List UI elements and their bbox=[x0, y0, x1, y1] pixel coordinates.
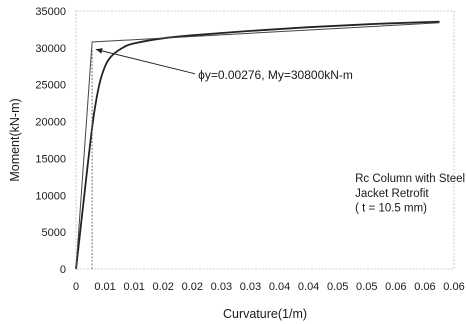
x-tick-label: 0.05 bbox=[356, 281, 377, 293]
y-tick-label: 25000 bbox=[35, 80, 66, 92]
x-tick-label: 0.02 bbox=[153, 281, 174, 293]
x-tick-label: 0 bbox=[73, 281, 79, 293]
annotation-arrow-line bbox=[95, 48, 196, 75]
y-axis-label: Moment(kN-m) bbox=[8, 98, 22, 181]
x-tick-label: 0.02 bbox=[182, 281, 203, 293]
annotations: ϕy=0.00276, My=30800kN-m Rc Column with S… bbox=[95, 48, 465, 215]
plot-frame bbox=[75, 10, 455, 270]
x-axis-ticks: 0 0.01 0.01 0.02 0.02 0.03 0.03 0.04 0.04 0.05 0.0… bbox=[73, 281, 465, 293]
annotation-arrowhead bbox=[95, 48, 103, 54]
y-tick-label: 5000 bbox=[42, 227, 66, 239]
note-text: ( t = 10.5 mm) bbox=[355, 203, 427, 215]
yield-annotation: ϕy=0.00276, My=30800kN-m bbox=[198, 68, 353, 82]
x-tick-label: 0.05 bbox=[327, 281, 348, 293]
note-text: Jacket Retrofit bbox=[355, 188, 429, 200]
y-tick-label: 15000 bbox=[35, 153, 66, 165]
y-tick-label: 20000 bbox=[35, 117, 66, 129]
x-tick-label: 0.06 bbox=[414, 281, 435, 293]
x-tick-label: 0.04 bbox=[298, 281, 319, 293]
y-tick-label: 0 bbox=[60, 264, 66, 276]
x-tick-label: 0.04 bbox=[269, 281, 290, 293]
x-tick-label: 0.01 bbox=[123, 281, 144, 293]
moment-curvature-curve bbox=[75, 20, 440, 270]
x-tick-label: 0.06 bbox=[443, 281, 464, 293]
x-tick-label: 0.01 bbox=[94, 281, 115, 293]
x-tick-label: 0.03 bbox=[211, 281, 232, 293]
bilinear-idealization-line bbox=[75, 22, 440, 270]
x-tick-label: 0.03 bbox=[240, 281, 261, 293]
y-tick-label: 30000 bbox=[35, 43, 66, 55]
x-tick-label: 0.06 bbox=[385, 281, 406, 293]
x-axis-label: Curvature(1/m) bbox=[223, 307, 307, 321]
y-tick-label: 10000 bbox=[35, 190, 66, 202]
y-tick-label: 35000 bbox=[35, 6, 66, 18]
y-axis-ticks: 0 5000 10000 15000 20000 25000 30000 35000 bbox=[35, 6, 66, 276]
series-group bbox=[75, 20, 440, 270]
note-text: Rc Column with Steel bbox=[355, 173, 465, 185]
